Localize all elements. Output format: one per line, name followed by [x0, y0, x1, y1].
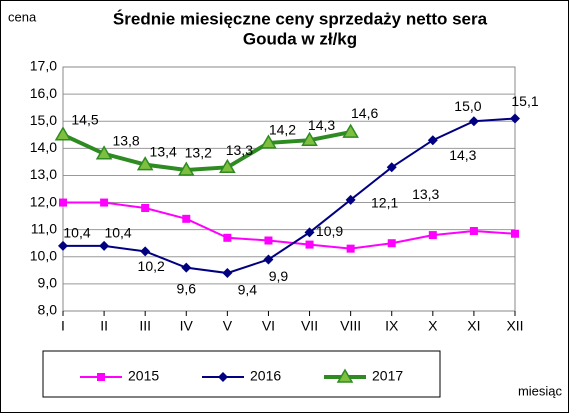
- legend-label: 2017: [372, 368, 403, 384]
- marker: [140, 246, 151, 257]
- marker: [264, 236, 273, 245]
- marker: [100, 198, 109, 207]
- data-label: 10,9: [316, 223, 343, 239]
- series-line: [62, 130, 352, 173]
- x-tick-label: IX: [385, 318, 399, 334]
- data-label: 10,4: [104, 225, 131, 241]
- plot-area: [62, 66, 516, 312]
- marker: [427, 135, 438, 146]
- data-label: 14,3: [308, 117, 335, 133]
- y-tick-label: 10,0: [30, 247, 57, 263]
- marker: [469, 227, 478, 236]
- data-label: 9,9: [269, 268, 289, 284]
- data-label: 13,2: [185, 145, 212, 161]
- x-tick-label: VIII: [340, 318, 361, 334]
- marker: [141, 203, 150, 212]
- x-tick-label: V: [223, 318, 233, 334]
- marker: [95, 145, 113, 160]
- marker: [263, 254, 274, 265]
- chart-title: Gouda w zł/kg: [243, 29, 357, 48]
- marker: [54, 126, 72, 141]
- marker: [346, 244, 355, 253]
- marker: [218, 372, 228, 382]
- marker: [305, 240, 314, 249]
- y-tick-label: 8,0: [38, 302, 58, 318]
- legend-box: [42, 350, 441, 398]
- marker: [182, 214, 191, 223]
- x-axis-label: miesiąc: [518, 383, 563, 398]
- x-tick-label: XI: [467, 318, 480, 334]
- marker: [58, 240, 68, 251]
- marker: [223, 233, 232, 242]
- data-label: 12,1: [371, 195, 398, 211]
- x-tick-label: X: [428, 318, 438, 334]
- data-label: 13,3: [226, 142, 253, 158]
- data-label: 9,4: [238, 282, 258, 298]
- marker: [97, 373, 105, 381]
- marker: [177, 161, 195, 176]
- x-tick-label: I: [61, 318, 65, 334]
- marker: [428, 231, 437, 240]
- series-line: [63, 117, 516, 275]
- x-tick-label: II: [100, 318, 108, 334]
- data-label: 14,5: [71, 111, 98, 127]
- marker: [510, 113, 520, 124]
- x-tick-label: VII: [301, 318, 318, 334]
- y-tick-label: 14,0: [30, 139, 57, 155]
- x-tick-label: IV: [180, 318, 194, 334]
- y-tick-label: 17,0: [30, 58, 57, 74]
- data-label: 15,1: [511, 93, 538, 109]
- marker: [136, 156, 154, 171]
- y-axis-label: cena: [8, 9, 37, 24]
- y-tick-label: 15,0: [30, 112, 57, 128]
- marker: [386, 162, 397, 173]
- data-label: 14,3: [449, 147, 476, 163]
- marker: [219, 158, 236, 174]
- marker: [59, 198, 67, 207]
- marker: [301, 131, 318, 146]
- x-tick-label: III: [139, 318, 151, 334]
- y-tick-label: 9,0: [38, 275, 58, 291]
- x-tick-label: XII: [506, 318, 523, 334]
- data-label: 9,6: [177, 280, 197, 296]
- marker: [342, 123, 359, 138]
- legend-label: 2016: [250, 368, 281, 384]
- marker: [387, 239, 396, 248]
- y-tick-label: 16,0: [30, 85, 57, 101]
- marker: [468, 116, 479, 127]
- marker: [222, 268, 233, 279]
- marker: [345, 194, 356, 205]
- marker: [511, 229, 519, 238]
- y-tick-label: 13,0: [30, 166, 57, 182]
- marker: [260, 134, 277, 149]
- data-label: 10,2: [138, 258, 165, 274]
- data-label: 14,6: [351, 105, 378, 121]
- data-label: 15,0: [454, 98, 481, 114]
- data-label: 13,8: [112, 132, 139, 148]
- data-label: 10,4: [63, 225, 90, 241]
- marker: [304, 227, 315, 238]
- data-label: 14,2: [269, 122, 296, 138]
- marker: [181, 262, 192, 273]
- x-tick-label: VI: [262, 318, 275, 334]
- legend-label: 2015: [128, 368, 159, 384]
- marker: [99, 240, 110, 251]
- data-label: 13,4: [150, 143, 177, 159]
- chart-title: Średnie miesięczne ceny sprzedaży netto …: [113, 9, 488, 28]
- y-tick-label: 12,0: [30, 193, 57, 209]
- y-tick-label: 11,0: [31, 220, 57, 236]
- marker: [336, 368, 354, 383]
- data-label: 13,3: [412, 186, 439, 202]
- series-line: [63, 201, 516, 250]
